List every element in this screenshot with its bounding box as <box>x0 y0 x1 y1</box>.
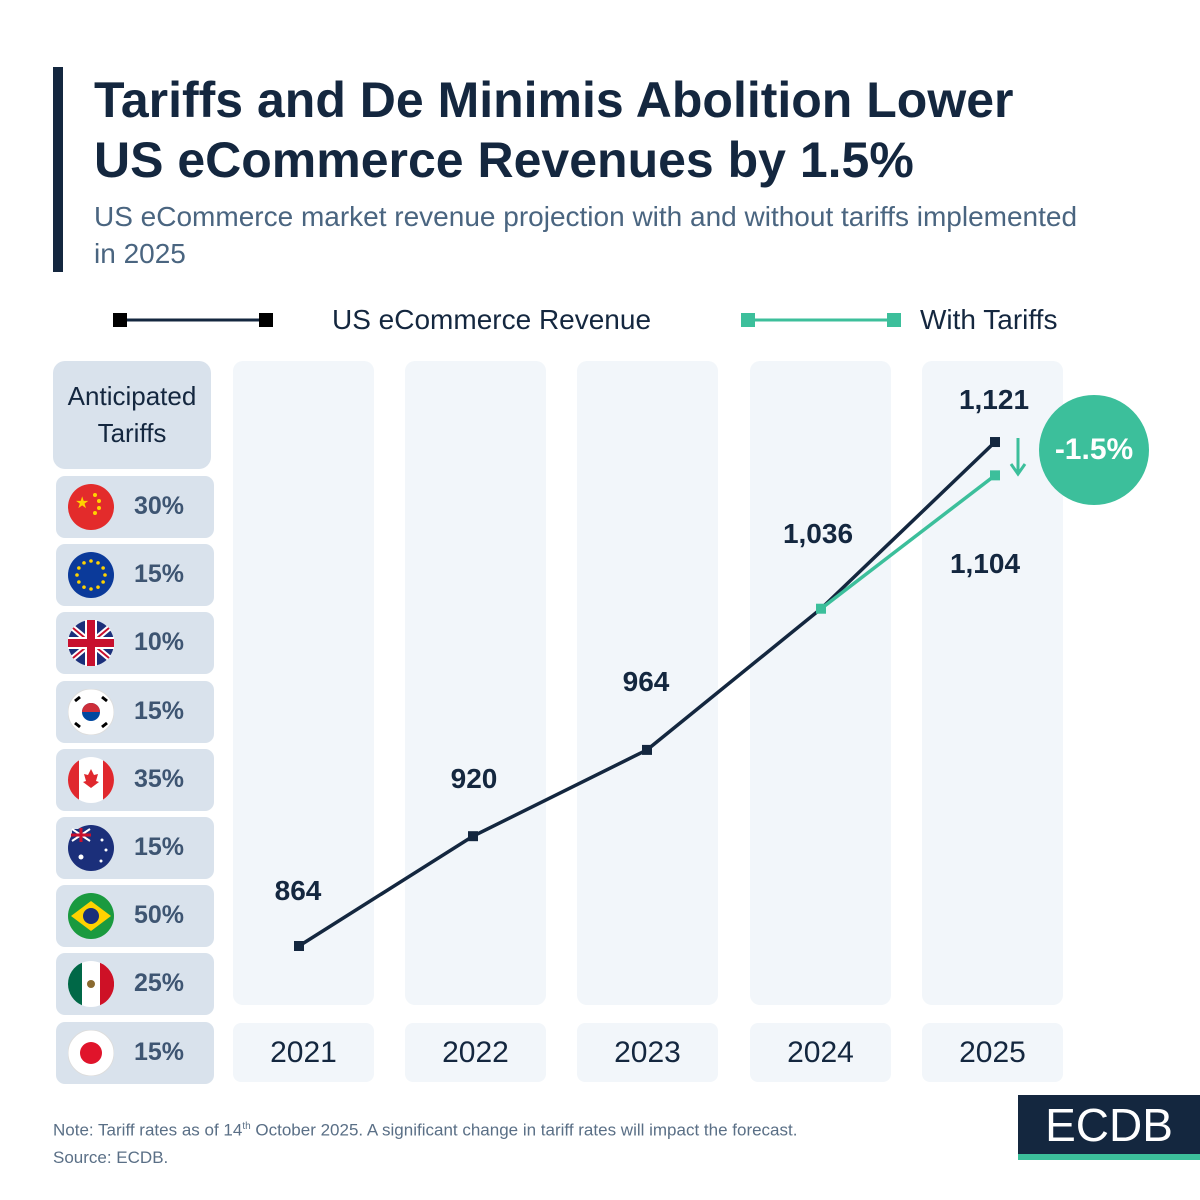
tariff-rate: 10% <box>134 628 185 657</box>
japan-flag-icon <box>68 1029 114 1076</box>
tariff-row-eu: 15% <box>56 544 214 607</box>
eu-flag-icon <box>68 552 114 599</box>
year-column <box>750 361 891 1005</box>
tariff-rate: 35% <box>134 764 185 793</box>
x-tick-label: 2024 <box>750 1023 891 1082</box>
subtitle: US eCommerce market revenue projection w… <box>94 201 1078 269</box>
canada-flag-icon <box>68 756 114 803</box>
legend-label: With Tariffs <box>920 304 1058 335</box>
data-label: 1,036 <box>783 518 853 549</box>
year-column <box>405 361 546 1005</box>
tariff-row-australia: 15% <box>56 817 214 879</box>
page-title: Tariffs and De Minimis Abolition Lower US… <box>94 72 1014 188</box>
tariff-rate: 30% <box>134 492 185 520</box>
x-tick-label: 2021 <box>233 1023 374 1082</box>
tariff-rate: 15% <box>134 833 185 861</box>
year-column <box>233 361 374 1005</box>
data-label: 864 <box>275 875 322 906</box>
data-label: 920 <box>451 763 498 794</box>
down-arrow-icon <box>1009 438 1027 477</box>
revenue-point <box>642 744 652 755</box>
x-tick-label: 2025 <box>922 1023 1063 1082</box>
data-label: 1,121 <box>959 384 1029 415</box>
tariff-row-japan: 15% <box>56 1021 214 1084</box>
revenue-point <box>468 831 478 842</box>
year-column <box>922 361 1063 1005</box>
brazil-flag-icon <box>68 893 114 940</box>
tariff-row-mexico: 25% <box>56 953 214 1016</box>
tariffs-line <box>819 473 997 611</box>
tariff-row-south-korea: 15% <box>56 680 214 743</box>
title-accent-bar <box>53 67 63 272</box>
change-badge: -1.5% <box>1039 395 1149 505</box>
legend-label: US eCommerce Revenue <box>332 304 652 335</box>
data-label: 1,104 <box>950 548 1020 579</box>
tariff-row-china: ★ 30% <box>56 476 214 538</box>
tariffs-point <box>990 470 1000 481</box>
ecdb-logo: ECDB <box>1018 1095 1200 1160</box>
legend-line-dark <box>113 313 273 327</box>
china-flag-icon: ★ <box>68 484 114 530</box>
tariff-rate: 15% <box>134 560 185 589</box>
tariff-rate: 15% <box>134 1037 185 1066</box>
tariff-rate: 25% <box>134 969 185 998</box>
legend-line-green <box>741 313 901 327</box>
legend-tariffs: With Tariffs <box>738 300 1057 340</box>
tariffs-point <box>816 603 826 614</box>
uk-flag-icon <box>68 620 114 667</box>
year-column <box>577 361 718 1005</box>
svg-text:★: ★ <box>75 495 89 512</box>
data-label: 964 <box>623 666 670 697</box>
x-tick-label: 2022 <box>405 1023 546 1082</box>
revenue-point <box>990 437 1000 448</box>
tariff-row-canada: 35% <box>56 748 214 811</box>
tariff-rate: 15% <box>134 696 185 725</box>
tariff-row-brazil: 50% <box>56 885 214 948</box>
south-korea-flag-icon <box>68 688 114 735</box>
legend-revenue: US eCommerce Revenue <box>110 300 651 340</box>
tariff-rate: 50% <box>134 901 185 930</box>
mexico-flag-icon <box>68 961 114 1008</box>
tariffs-header: Anticipated Tariffs <box>53 361 211 469</box>
revenue-point <box>294 941 304 951</box>
tariff-row-uk: 10% <box>56 612 214 675</box>
x-tick-label: 2023 <box>577 1023 718 1082</box>
australia-flag-icon <box>68 825 114 871</box>
footnote: Note: Tariff rates as of 14th October 20… <box>53 1120 798 1167</box>
